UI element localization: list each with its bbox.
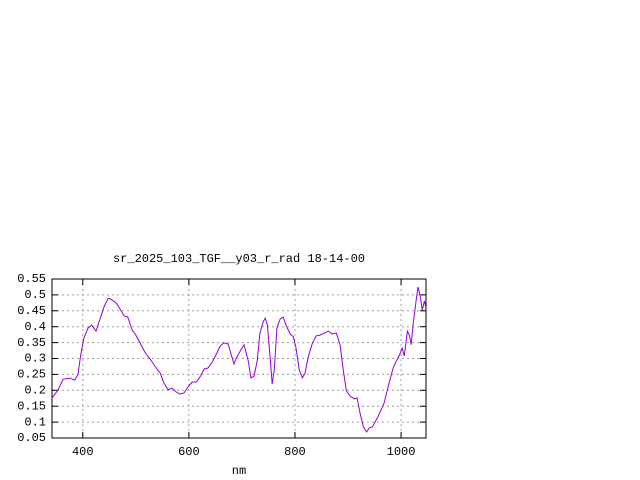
y-tick-label: 0.55 (17, 272, 46, 286)
plot-frame (51, 278, 427, 439)
x-tick-label: 400 (72, 445, 94, 459)
y-tick-label: 0.45 (17, 304, 46, 318)
x-axis-label: nm (232, 464, 246, 478)
y-tick-label: 0.25 (17, 368, 46, 382)
y-tick-label: 0.3 (24, 352, 46, 366)
y-tick-label: 0.05 (17, 431, 46, 445)
y-tick-label: 0.1 (24, 415, 46, 429)
y-tick-label: 0.35 (17, 336, 46, 350)
x-tick-label: 800 (284, 445, 306, 459)
chart-title: sr_2025_103_TGF__y03_r_rad 18-14-00 (113, 252, 365, 266)
y-tick-label: 0.15 (17, 399, 46, 413)
y-tick-label: 0.5 (24, 288, 46, 302)
y-tick-label: 0.4 (24, 320, 46, 334)
x-tick-label: 1000 (387, 445, 416, 459)
y-tick-label: 0.2 (24, 383, 46, 397)
data-line (51, 286, 427, 433)
x-tick-label: 600 (178, 445, 200, 459)
